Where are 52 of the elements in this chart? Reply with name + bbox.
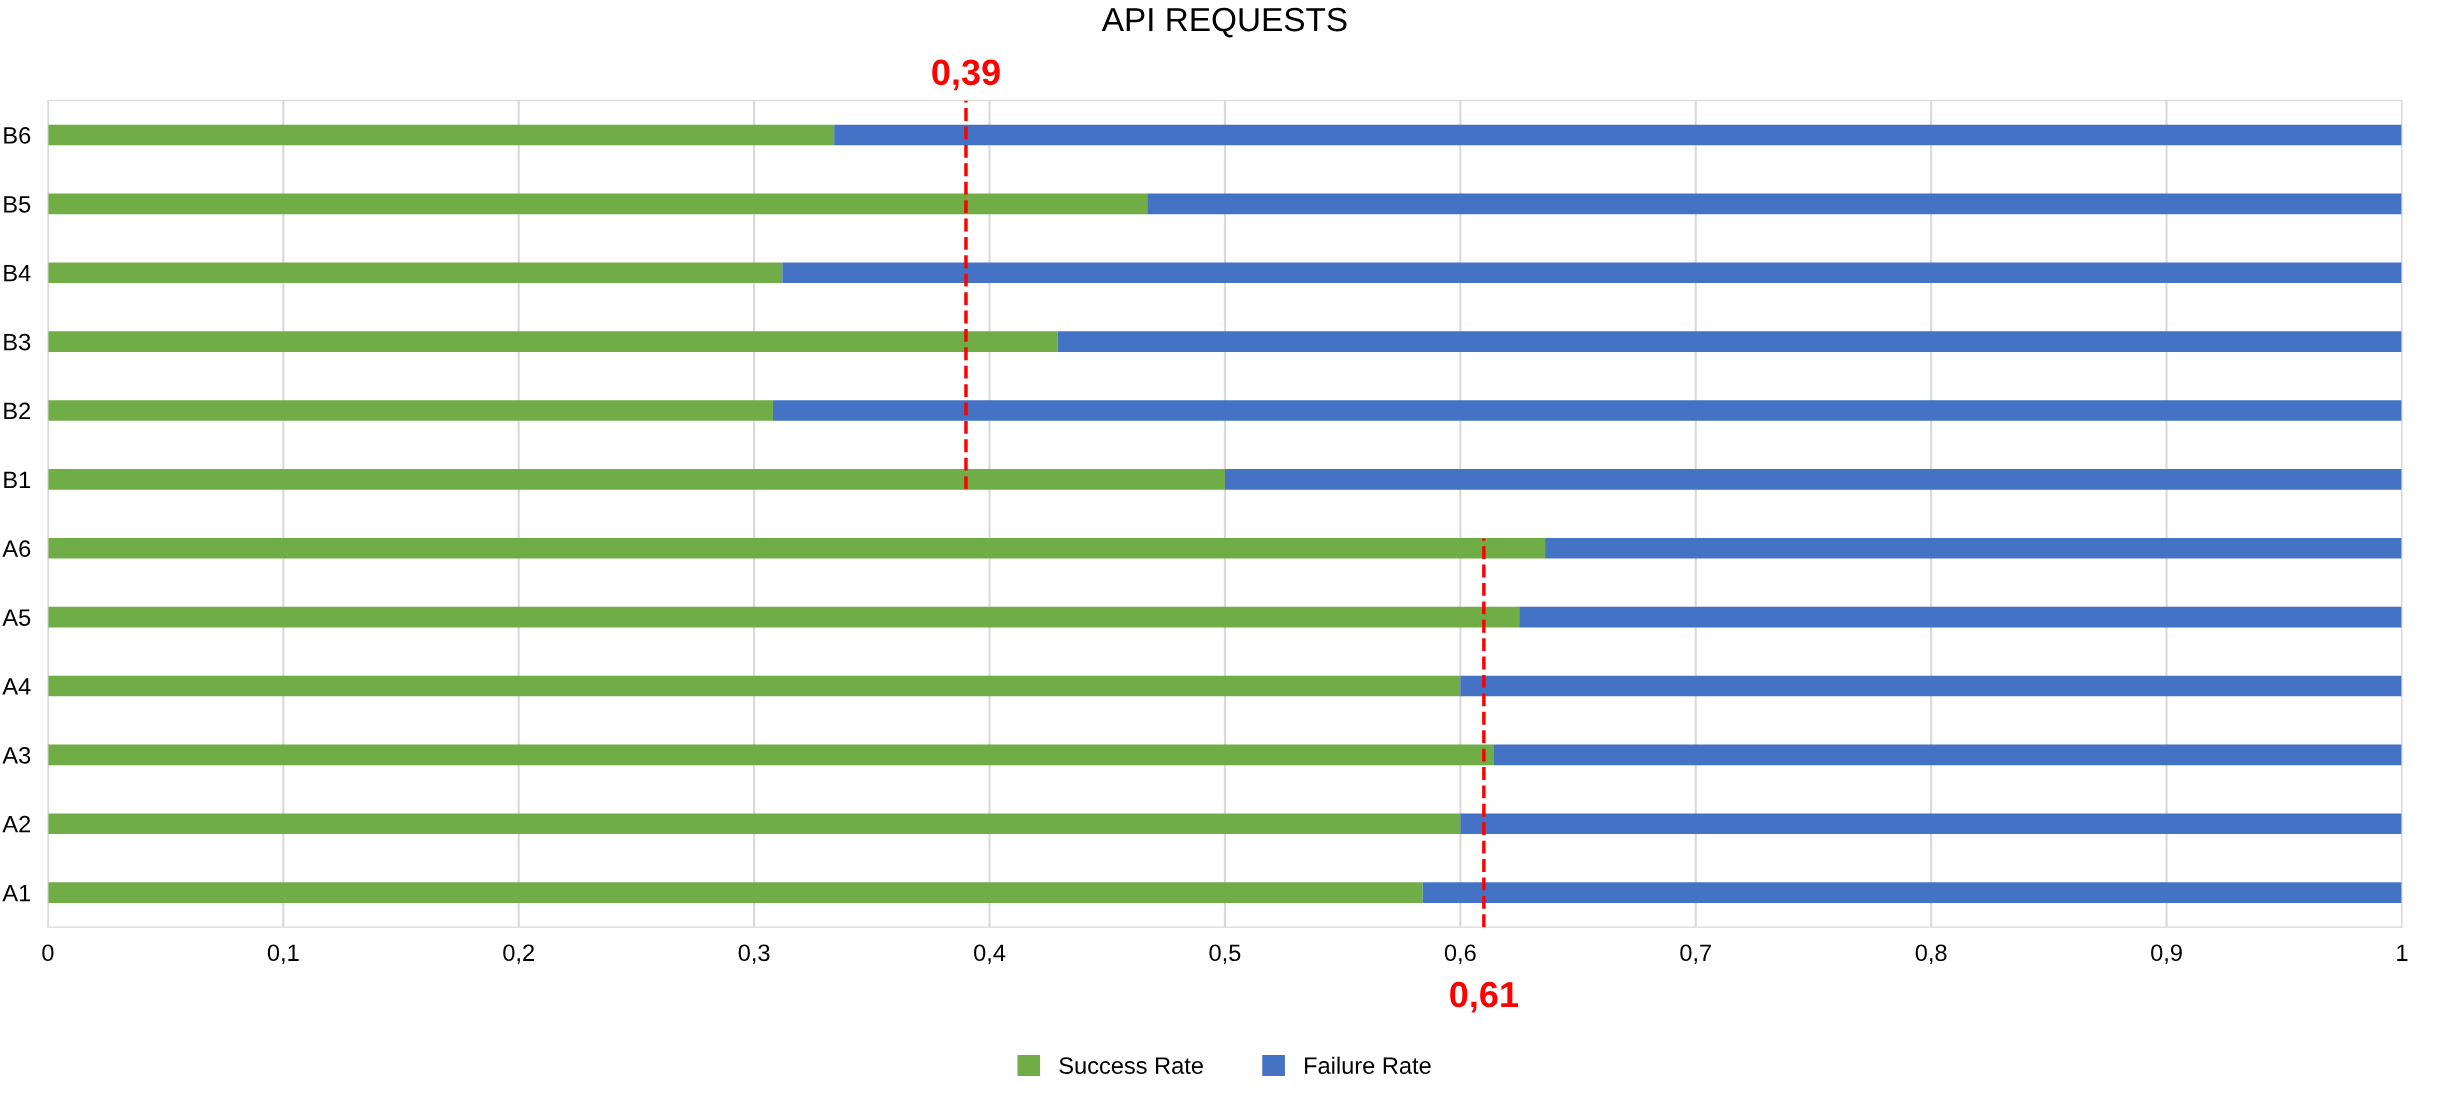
y-tick-label: B1: [4, 471, 31, 488]
bar: [1460, 675, 2402, 697]
y-tick-label: B3: [4, 333, 31, 351]
x-tick-label: 0,9: [2151, 944, 2182, 964]
ref-line-label: 0,39: [932, 59, 1000, 91]
y-tick-label: A3: [2, 746, 31, 764]
legend-label: Failure Rate: [1305, 1056, 1431, 1074]
bar: [47, 331, 1058, 352]
bar: [782, 262, 2402, 284]
bar: [1493, 744, 2402, 766]
bar: [47, 262, 783, 284]
bar: [47, 537, 1546, 559]
y-tick-label: A6: [2, 540, 31, 558]
chart-title: API REQUESTS: [1101, 7, 1347, 38]
bar: [1422, 882, 2402, 903]
x-tick-label: 0,3: [738, 944, 770, 964]
bar: [47, 813, 1461, 835]
bar: [47, 193, 1148, 215]
bar: [47, 400, 773, 421]
x-tick-label: 0,7: [1680, 944, 1711, 964]
y-tick-label: B6: [4, 127, 31, 144]
legend-label: Success Rate: [1059, 1057, 1203, 1074]
bar: [1460, 813, 2402, 835]
bar: [47, 744, 1494, 766]
bar: [1545, 537, 2402, 559]
bar: [1224, 469, 2402, 490]
bar: [47, 124, 835, 146]
bar: [1057, 331, 2402, 352]
y-tick-label: A2: [2, 815, 31, 833]
x-tick-label: 0,1: [267, 944, 299, 964]
y-tick-label: B2: [4, 402, 31, 420]
y-tick-label: B5: [4, 196, 31, 213]
bar: [47, 675, 1461, 697]
bar: [47, 469, 1225, 490]
y-tick-label: B4: [4, 265, 31, 282]
bar: [772, 400, 2402, 421]
y-tick-label: A4: [2, 678, 31, 695]
y-tick-label: A1: [2, 884, 31, 902]
ref-line-label: 0,61: [1450, 981, 1519, 1013]
bar: [1147, 193, 2402, 215]
x-tick-label: 0,6: [1444, 944, 1476, 964]
y-tick-label: A5: [2, 609, 31, 626]
bar: [47, 882, 1423, 903]
x-tick-label: 1: [2397, 944, 2408, 961]
bar: [834, 124, 2402, 146]
x-tick-label: 0,2: [503, 944, 534, 964]
bar: [1519, 606, 2402, 628]
x-tick-label: 0: [42, 944, 54, 962]
x-tick-label: 0,5: [1209, 944, 1241, 964]
x-tick-label: 0,4: [974, 944, 1006, 964]
x-tick-label: 0,8: [1915, 944, 1947, 964]
bar: [47, 606, 1520, 628]
